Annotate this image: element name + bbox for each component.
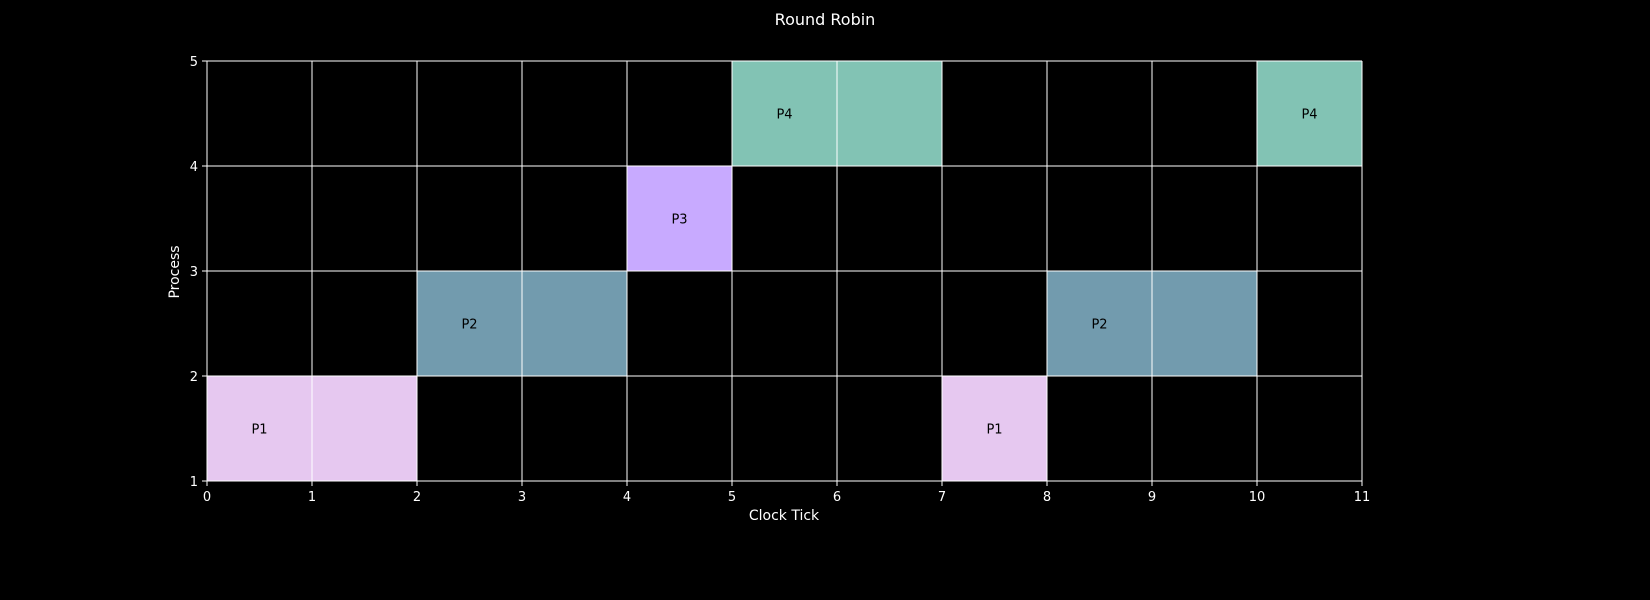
y-ticks-group: 1 2 3 4 5 xyxy=(190,55,207,490)
grid-group xyxy=(206,60,1363,482)
x-tick-label: 11 xyxy=(1354,490,1371,505)
x-tick-label: 10 xyxy=(1249,490,1266,505)
x-tick-label: 0 xyxy=(203,490,211,505)
bar-label-6: P4 xyxy=(1301,108,1317,123)
bar-label-5: P2 xyxy=(1091,318,1107,333)
bar-label-0: P1 xyxy=(251,423,267,438)
x-tick-label: 2 xyxy=(413,490,421,505)
y-tick-label: 3 xyxy=(190,265,198,280)
bar-p3-2 xyxy=(627,166,732,271)
x-tick-label: 3 xyxy=(518,490,526,505)
y-axis-label: Process xyxy=(167,245,183,298)
x-tick-label: 1 xyxy=(308,490,316,505)
x-ticks-group: 0 1 2 3 4 5 6 7 8 9 10 11 xyxy=(203,481,1370,505)
chart-title: Round Robin xyxy=(775,10,876,29)
bar-label-2: P3 xyxy=(671,213,687,228)
x-tick-label: 8 xyxy=(1043,490,1051,505)
bar-label-4: P1 xyxy=(986,423,1002,438)
x-tick-label: 5 xyxy=(728,490,736,505)
x-axis-label: Clock Tick xyxy=(749,508,820,524)
x-tick-label: 6 xyxy=(833,490,841,505)
bar-label-1: P2 xyxy=(461,318,477,333)
x-tick-label: 7 xyxy=(938,490,946,505)
x-tick-label: 9 xyxy=(1148,490,1156,505)
bar-label-3: P4 xyxy=(776,108,792,123)
bar-p1-4 xyxy=(942,376,1047,481)
y-tick-label: 5 xyxy=(190,55,198,70)
y-tick-label: 2 xyxy=(190,370,198,385)
x-tick-label: 4 xyxy=(623,490,631,505)
y-tick-label: 4 xyxy=(190,160,198,175)
y-tick-label: 1 xyxy=(190,475,198,490)
bar-p4-6 xyxy=(1257,61,1362,166)
